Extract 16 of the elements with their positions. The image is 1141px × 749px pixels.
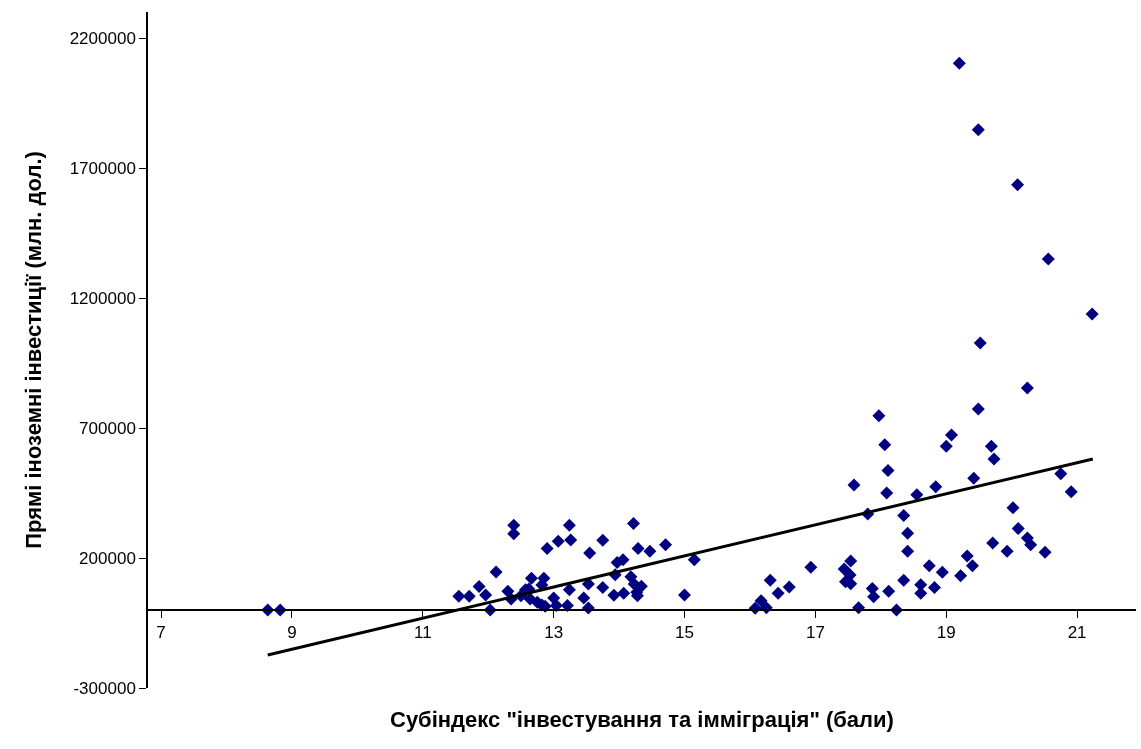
y-tick-label: 1200000 [69,288,136,308]
x-tick-label: 7 [156,623,166,643]
x-tick-label: 19 [936,623,956,643]
x-tick-label: 17 [805,623,825,643]
y-axis-title: Прямі іноземні інвестиції (млн. дол.) [20,151,46,549]
y-tick-label: 700000 [79,418,136,438]
y-tick-label: 2200000 [69,28,136,48]
x-tick-label: 9 [287,623,297,643]
y-tick-label: -300000 [73,678,136,698]
x-tick-label: 11 [413,623,432,643]
y-tick-label: 200000 [79,548,136,568]
x-tick-label: 21 [1067,623,1087,643]
x-tick-label: 13 [544,623,564,643]
x-tick-label: 15 [675,623,694,643]
y-tick-label: 1700000 [69,158,136,178]
x-axis-title: Субіндекс "інвестування та імміграція" (бали) [390,707,894,732]
